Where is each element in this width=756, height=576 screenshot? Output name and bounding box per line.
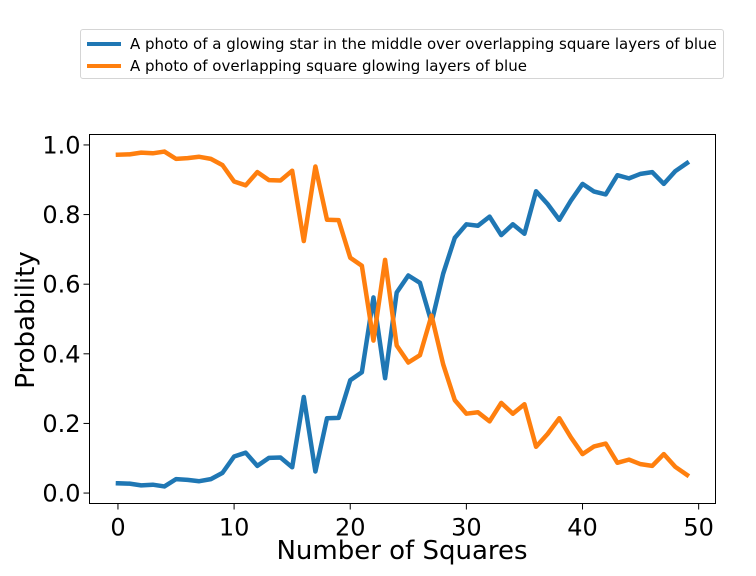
series-line-1	[115, 159, 691, 489]
y-axis-ticks: 0.0 0.2 0.4 0.6 0.8 1.0	[42, 131, 90, 508]
x-tick-label: 30	[451, 514, 482, 542]
x-axis-label: Number of Squares	[276, 536, 527, 566]
legend-swatch-series-2	[87, 64, 121, 68]
legend-swatch-series-1	[87, 42, 121, 46]
x-tick-label: 0	[110, 514, 125, 542]
y-axis-label: Probability	[11, 251, 41, 388]
legend: A photo of a glowing star in the middle …	[80, 29, 724, 79]
legend-label-series-2: A photo of overlapping square glowing la…	[130, 57, 527, 75]
x-tick-label: 40	[567, 514, 598, 542]
x-axis-ticks: 0 10 20 30 40 50	[110, 503, 714, 542]
legend-item-series-1: A photo of a glowing star in the middle …	[87, 33, 717, 55]
plot-layer	[115, 149, 691, 489]
series-line-2	[115, 149, 691, 479]
y-tick-label: 1.0	[42, 131, 80, 159]
y-tick-label: 0.6	[42, 271, 80, 299]
y-tick-label: 0.4	[42, 340, 80, 368]
x-tick-label: 20	[335, 514, 366, 542]
y-tick-label: 0.8	[42, 201, 80, 229]
legend-item-series-2: A photo of overlapping square glowing la…	[87, 55, 527, 77]
y-tick-label: 0.2	[42, 410, 80, 438]
x-tick-label: 50	[683, 514, 714, 542]
legend-label-series-1: A photo of a glowing star in the middle …	[130, 35, 717, 53]
y-tick-label: 0.0	[42, 480, 80, 508]
plot-frame	[89, 134, 716, 504]
x-tick-label: 10	[219, 514, 250, 542]
